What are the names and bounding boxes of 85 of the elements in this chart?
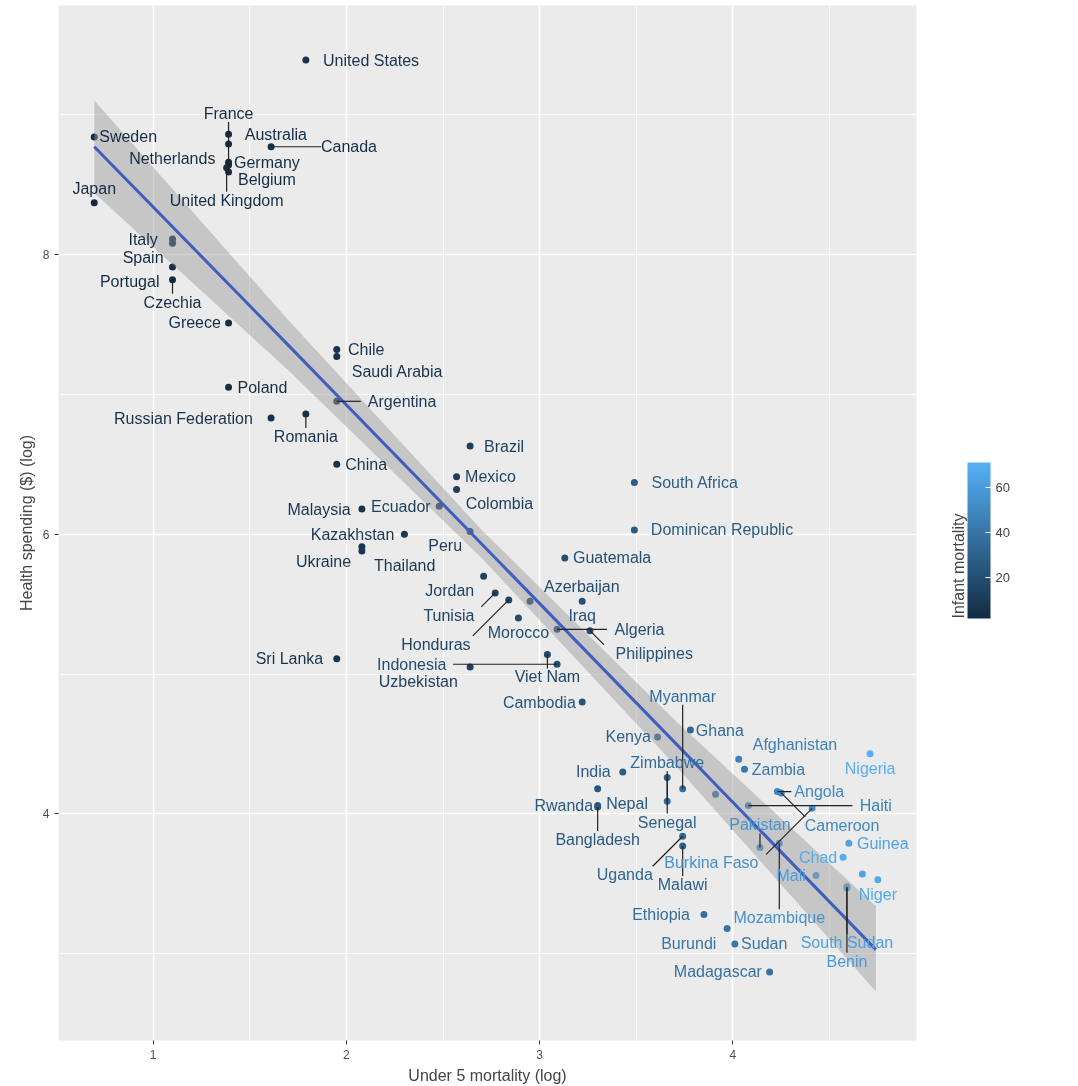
annotation: Guinea (856, 834, 909, 852)
annotation: France (203, 104, 254, 122)
annotation: Cambodia (502, 693, 576, 711)
annotation: Senegal (637, 813, 697, 831)
annotation: Argentina (367, 392, 437, 410)
annotation: Spain (122, 249, 164, 267)
x-tick-label: 4 (729, 1047, 737, 1062)
annotation: Ethiopia (632, 906, 691, 924)
annotation: Rwanda (534, 797, 594, 815)
annotation: Burundi (661, 934, 717, 952)
y-tick-label: 8 (42, 247, 50, 262)
annotation: Nigeria (844, 759, 896, 777)
annotation: United Kingdom (169, 191, 284, 209)
annotation: Malaysia (287, 500, 351, 518)
annotation: Viet Nam (514, 668, 581, 686)
annotation: United States (323, 51, 420, 69)
annotation: Malawi (657, 876, 708, 894)
annotation: Ukraine (295, 552, 352, 570)
annotation: Ecuador (371, 497, 432, 515)
annotation: Ghana (695, 721, 744, 739)
annotation: Tunisia (423, 606, 475, 624)
annotation: Indonesia (377, 655, 447, 673)
annotation: Brazil (483, 437, 524, 455)
annotation: Thailand (374, 556, 436, 574)
annotation: South Africa (651, 473, 738, 491)
color-bar-label: 40 (995, 525, 1010, 541)
annotation: Afghanistan (752, 736, 838, 754)
color-bar-label: 20 (995, 570, 1010, 586)
annotation: Algeria (614, 620, 665, 638)
y-tick-label: 4 (42, 807, 50, 822)
annotation: Portugal (99, 273, 160, 291)
color-bar-title: Infant mortality (949, 513, 967, 619)
annotation: Chile (347, 341, 385, 359)
annotation: Kazakhstan (310, 525, 395, 543)
annotation: India (576, 763, 611, 781)
y-axis-title: Health spending ($) (log) (17, 434, 35, 612)
x-tick-label: 3 (536, 1047, 544, 1062)
annotation: Uganda (596, 866, 653, 884)
color-bar-label: 60 (995, 479, 1010, 495)
annotation: Guatemala (572, 549, 652, 567)
annotation: Kenya (605, 728, 651, 746)
annotation: Honduras (401, 635, 471, 653)
annotation: Australia (244, 125, 308, 143)
annotation: Belgium (238, 170, 296, 188)
annotation: Sudan (741, 935, 788, 953)
annotation: Japan (72, 179, 117, 197)
x-tick-label: 1 (149, 1047, 157, 1062)
annotation: Greece (168, 314, 222, 332)
annotation: Benin (826, 952, 868, 970)
annotation: Chad (799, 848, 838, 866)
annotation: Iraq (568, 607, 596, 625)
annotation: Philippines (615, 644, 693, 662)
annotation: Italy (128, 230, 158, 248)
annotation: Germany (234, 153, 300, 171)
annotation: Bangladesh (555, 830, 640, 848)
annotation: Madagascar (673, 963, 763, 981)
annotation: China (345, 455, 388, 473)
annotation: Nepal (606, 794, 648, 812)
annotation: Romania (273, 427, 338, 445)
annotation: Mexico (465, 468, 516, 486)
annotation: Haiti (859, 797, 892, 815)
annotation: Netherlands (129, 149, 216, 167)
annotation: Sweden (99, 128, 158, 146)
annotation: Jordan (425, 582, 475, 600)
annotation: Angola (794, 783, 845, 801)
annotation: Morocco (487, 624, 550, 642)
annotation: Niger (858, 885, 898, 903)
annotation: Mozambique (733, 909, 826, 927)
annotation: Russian Federation (114, 409, 253, 427)
annotation: Azerbaijan (544, 578, 620, 596)
annotation: Saudi Arabia (351, 362, 443, 380)
annotation: Sri Lanka (255, 650, 324, 668)
x-axis-title: Under 5 mortality (log) (408, 1066, 567, 1084)
y-tick-label: 6 (42, 527, 50, 542)
annotation: Poland (237, 378, 288, 396)
annotation: Peru (428, 537, 463, 555)
x-tick-label: 2 (343, 1047, 351, 1062)
annotation: Dominican Republic (650, 521, 794, 539)
annotation: Czechia (143, 293, 202, 311)
annotation: Zambia (751, 760, 806, 778)
annotation: Colombia (465, 495, 534, 513)
annotation: Uzbekistan (378, 673, 458, 691)
annotation: Canada (320, 138, 378, 156)
annotation: Myanmar (649, 687, 717, 705)
annotation: Cameroon (804, 816, 880, 834)
